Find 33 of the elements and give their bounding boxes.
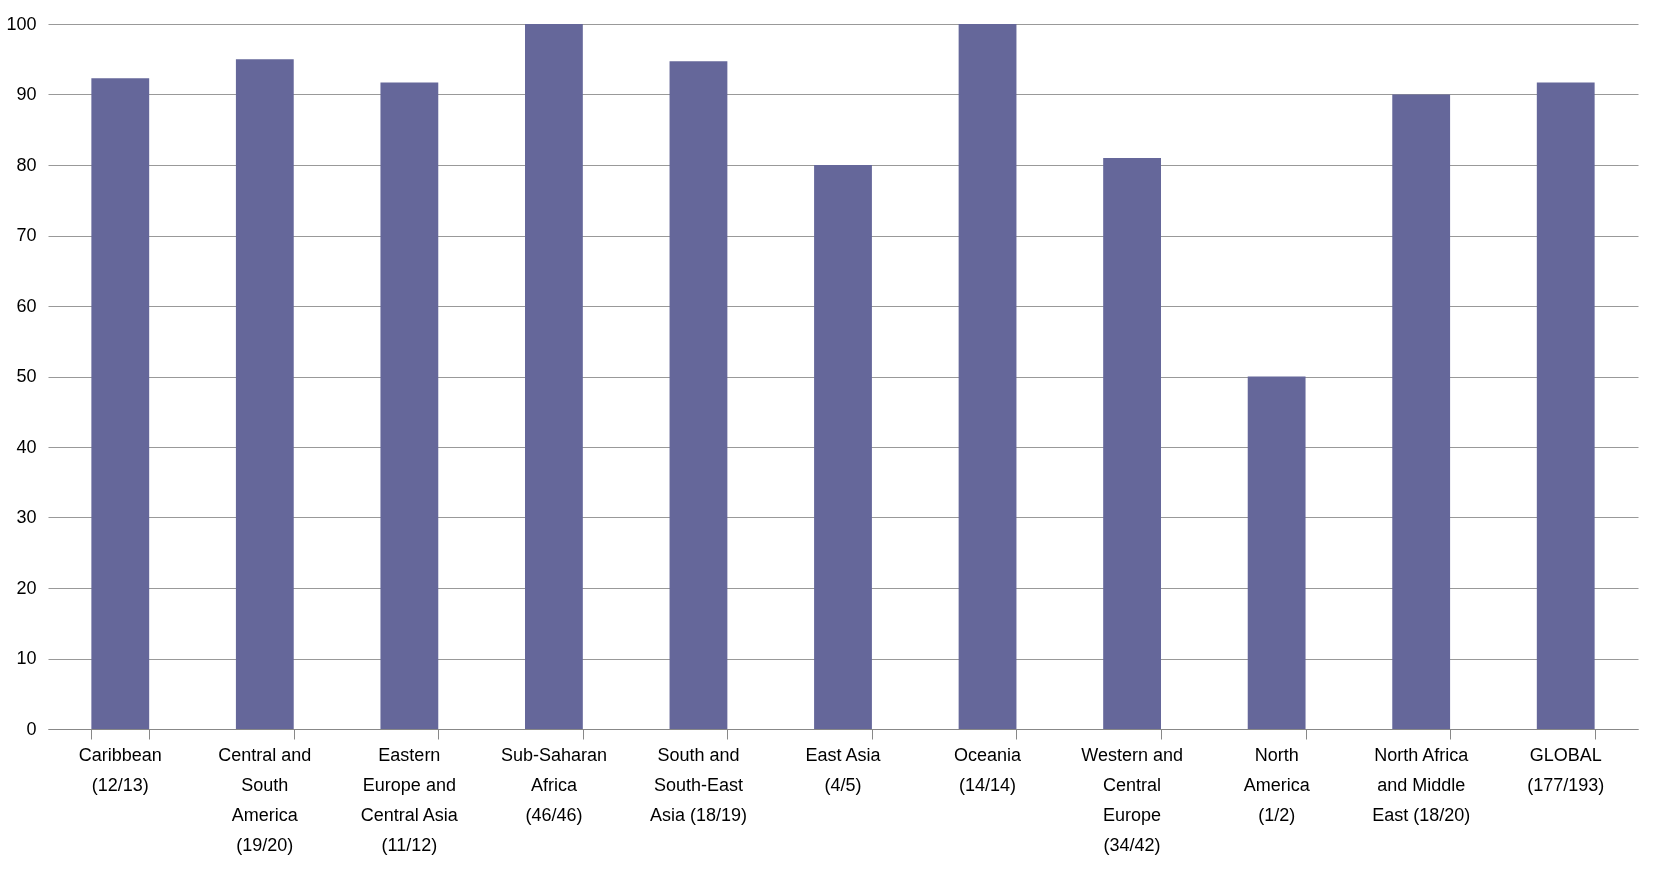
bar (91, 78, 150, 729)
x-tick-label: North Africa and Middle East (18/20) (1372, 745, 1471, 825)
bar (525, 24, 583, 729)
x-tick-label: South and South-East Asia (18/19) (649, 745, 747, 825)
bar (1392, 94, 1451, 729)
x-tick-label: Oceania (14/14) (954, 745, 1023, 795)
y-tick-label: 30 (16, 507, 37, 527)
x-tick-label: Western and Central Europe (34/42) (1081, 745, 1183, 855)
y-tick-label: 50 (16, 366, 37, 386)
y-tick-label: 90 (16, 84, 37, 104)
bar (669, 61, 728, 729)
y-tick-label: 60 (16, 295, 37, 316)
x-tick-label: GLOBAL (177/193) (1527, 745, 1605, 795)
y-tick-label: 20 (16, 577, 37, 598)
x-tick-label: North America (1/2) (1243, 745, 1311, 825)
x-tick-label: Central and South America (19/20) (218, 745, 312, 855)
bar (1247, 376, 1306, 729)
y-tick-label: 70 (16, 225, 37, 245)
bar (380, 82, 439, 729)
bar (235, 59, 294, 729)
bar (1536, 82, 1595, 729)
bar (1103, 157, 1161, 729)
bar (814, 165, 872, 729)
y-tick-label: 80 (16, 154, 37, 175)
y-tick-label: 10 (16, 648, 37, 668)
x-tick-label: Sub-Saharan Africa (46/46) (500, 745, 607, 825)
y-tick-label: 0 (26, 718, 37, 739)
x-tick-label: East Asia (4/5) (805, 745, 882, 795)
y-tick-label: 40 (16, 436, 37, 457)
x-tick-label: Eastern Europe and Central Asia (11/12) (360, 745, 459, 855)
y-tick-label: 100 (6, 13, 37, 34)
bar (958, 24, 1017, 729)
x-tick-label: Caribbean (12/13) (78, 745, 162, 795)
